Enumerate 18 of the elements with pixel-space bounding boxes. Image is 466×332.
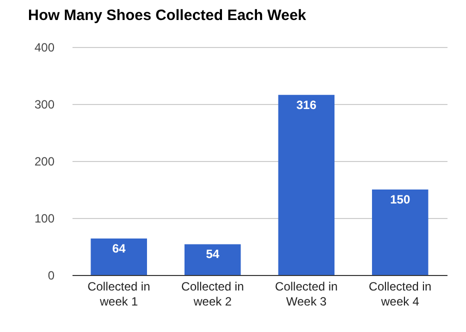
y-tick-label: 0 — [48, 268, 55, 282]
x-tick-label: Collected in week 4 — [368, 280, 432, 308]
bar — [184, 244, 241, 275]
bar — [278, 94, 334, 275]
data-label: 64 — [112, 242, 126, 256]
y-tick-label: 300 — [34, 98, 55, 112]
bar — [372, 190, 428, 275]
y-tick-label: 200 — [34, 154, 55, 168]
data-label: 316 — [296, 98, 317, 112]
y-tick-label: 100 — [34, 212, 55, 226]
bar — [90, 238, 147, 275]
x-tick-label: Collected in week 1 — [88, 280, 150, 308]
data-label: 54 — [206, 247, 220, 262]
y-tick-label: 400 — [34, 40, 55, 54]
x-tick-label: Collected in week 2 — [181, 280, 244, 308]
data-label: 150 — [390, 192, 410, 206]
x-tick-label: Collected in Week 3 — [275, 280, 338, 308]
chart-title: How Many Shoes Collected Each Week — [28, 7, 307, 24]
